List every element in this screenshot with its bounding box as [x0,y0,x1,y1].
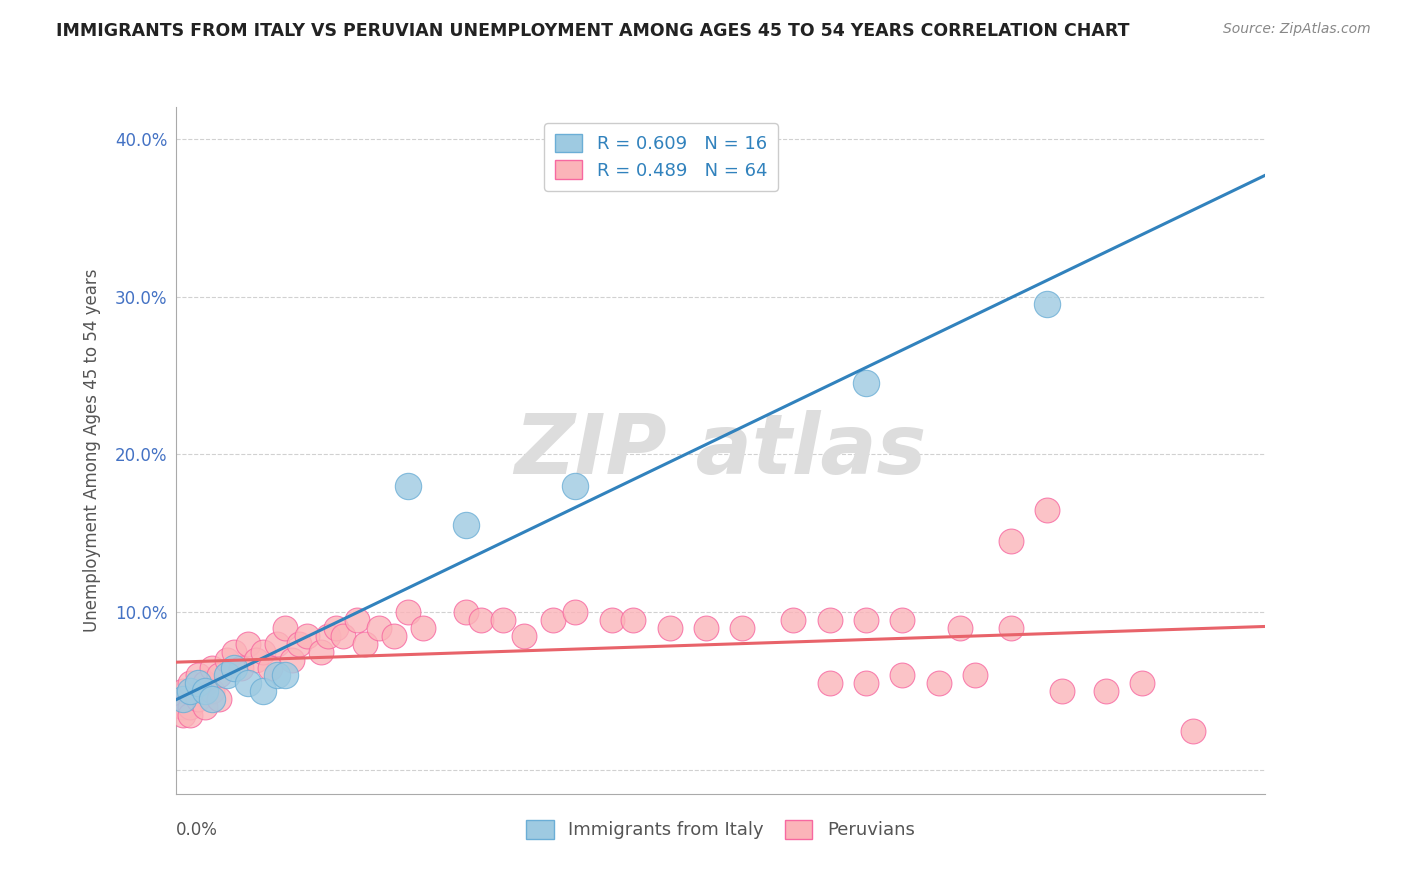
Point [186,668,209,682]
Point [1036,297,1059,311]
Point [600,613,623,627]
Point [782,613,804,627]
Point [396,479,419,493]
Point [891,613,914,627]
Point [368,621,391,635]
Point [1181,723,1204,738]
Point [513,629,536,643]
Point [1000,534,1022,549]
Point [456,605,478,619]
Point [949,621,972,635]
Point [412,621,434,635]
Point [231,660,253,674]
Point [201,660,224,674]
Point [274,668,297,682]
Point [470,613,492,627]
Point [222,645,245,659]
Text: Source: ZipAtlas.com: Source: ZipAtlas.com [1223,22,1371,37]
Point [818,676,841,690]
Point [855,376,877,391]
Point [318,629,340,643]
Point [1050,684,1073,698]
Point [295,629,318,643]
Text: 0.0%: 0.0% [176,822,218,839]
Point [172,692,194,706]
Point [1094,684,1116,698]
Point [818,613,841,627]
Point [194,676,217,690]
Point [266,668,288,682]
Point [928,676,950,690]
Point [658,621,681,635]
Point [1036,502,1059,516]
Point [172,700,194,714]
Point [382,629,405,643]
Point [891,668,914,682]
Point [543,613,565,627]
Point [855,676,877,690]
Point [215,653,238,667]
Point [1130,676,1153,690]
Point [172,707,194,722]
Point [855,613,877,627]
Point [186,676,209,690]
Point [179,676,201,690]
Point [492,613,515,627]
Point [963,668,986,682]
Point [266,637,288,651]
Point [201,692,224,706]
Point [332,629,354,643]
Y-axis label: Unemployment Among Ages 45 to 54 years: Unemployment Among Ages 45 to 54 years [83,268,101,632]
Point [252,645,274,659]
Point [215,668,238,682]
Point [353,637,375,651]
Point [564,605,586,619]
Point [1000,621,1022,635]
Point [208,668,231,682]
Point [201,684,224,698]
Point [245,653,267,667]
Point [274,621,297,635]
Legend: Immigrants from Italy, Peruvians: Immigrants from Italy, Peruvians [519,813,922,847]
Point [252,684,274,698]
Point [179,684,201,698]
Point [281,653,304,667]
Point [172,684,194,698]
Point [346,613,368,627]
Point [208,692,231,706]
Point [564,479,586,493]
Text: ZIP atlas: ZIP atlas [515,410,927,491]
Point [456,518,478,533]
Point [396,605,419,619]
Point [288,637,311,651]
Point [179,700,201,714]
Point [621,613,644,627]
Point [186,692,209,706]
Point [238,676,260,690]
Text: IMMIGRANTS FROM ITALY VS PERUVIAN UNEMPLOYMENT AMONG AGES 45 TO 54 YEARS CORRELA: IMMIGRANTS FROM ITALY VS PERUVIAN UNEMPL… [56,22,1130,40]
Point [309,645,332,659]
Point [222,660,245,674]
Point [238,637,260,651]
Point [325,621,347,635]
Point [731,621,754,635]
Point [695,621,717,635]
Point [179,707,201,722]
Point [194,684,217,698]
Point [259,660,281,674]
Point [194,700,217,714]
